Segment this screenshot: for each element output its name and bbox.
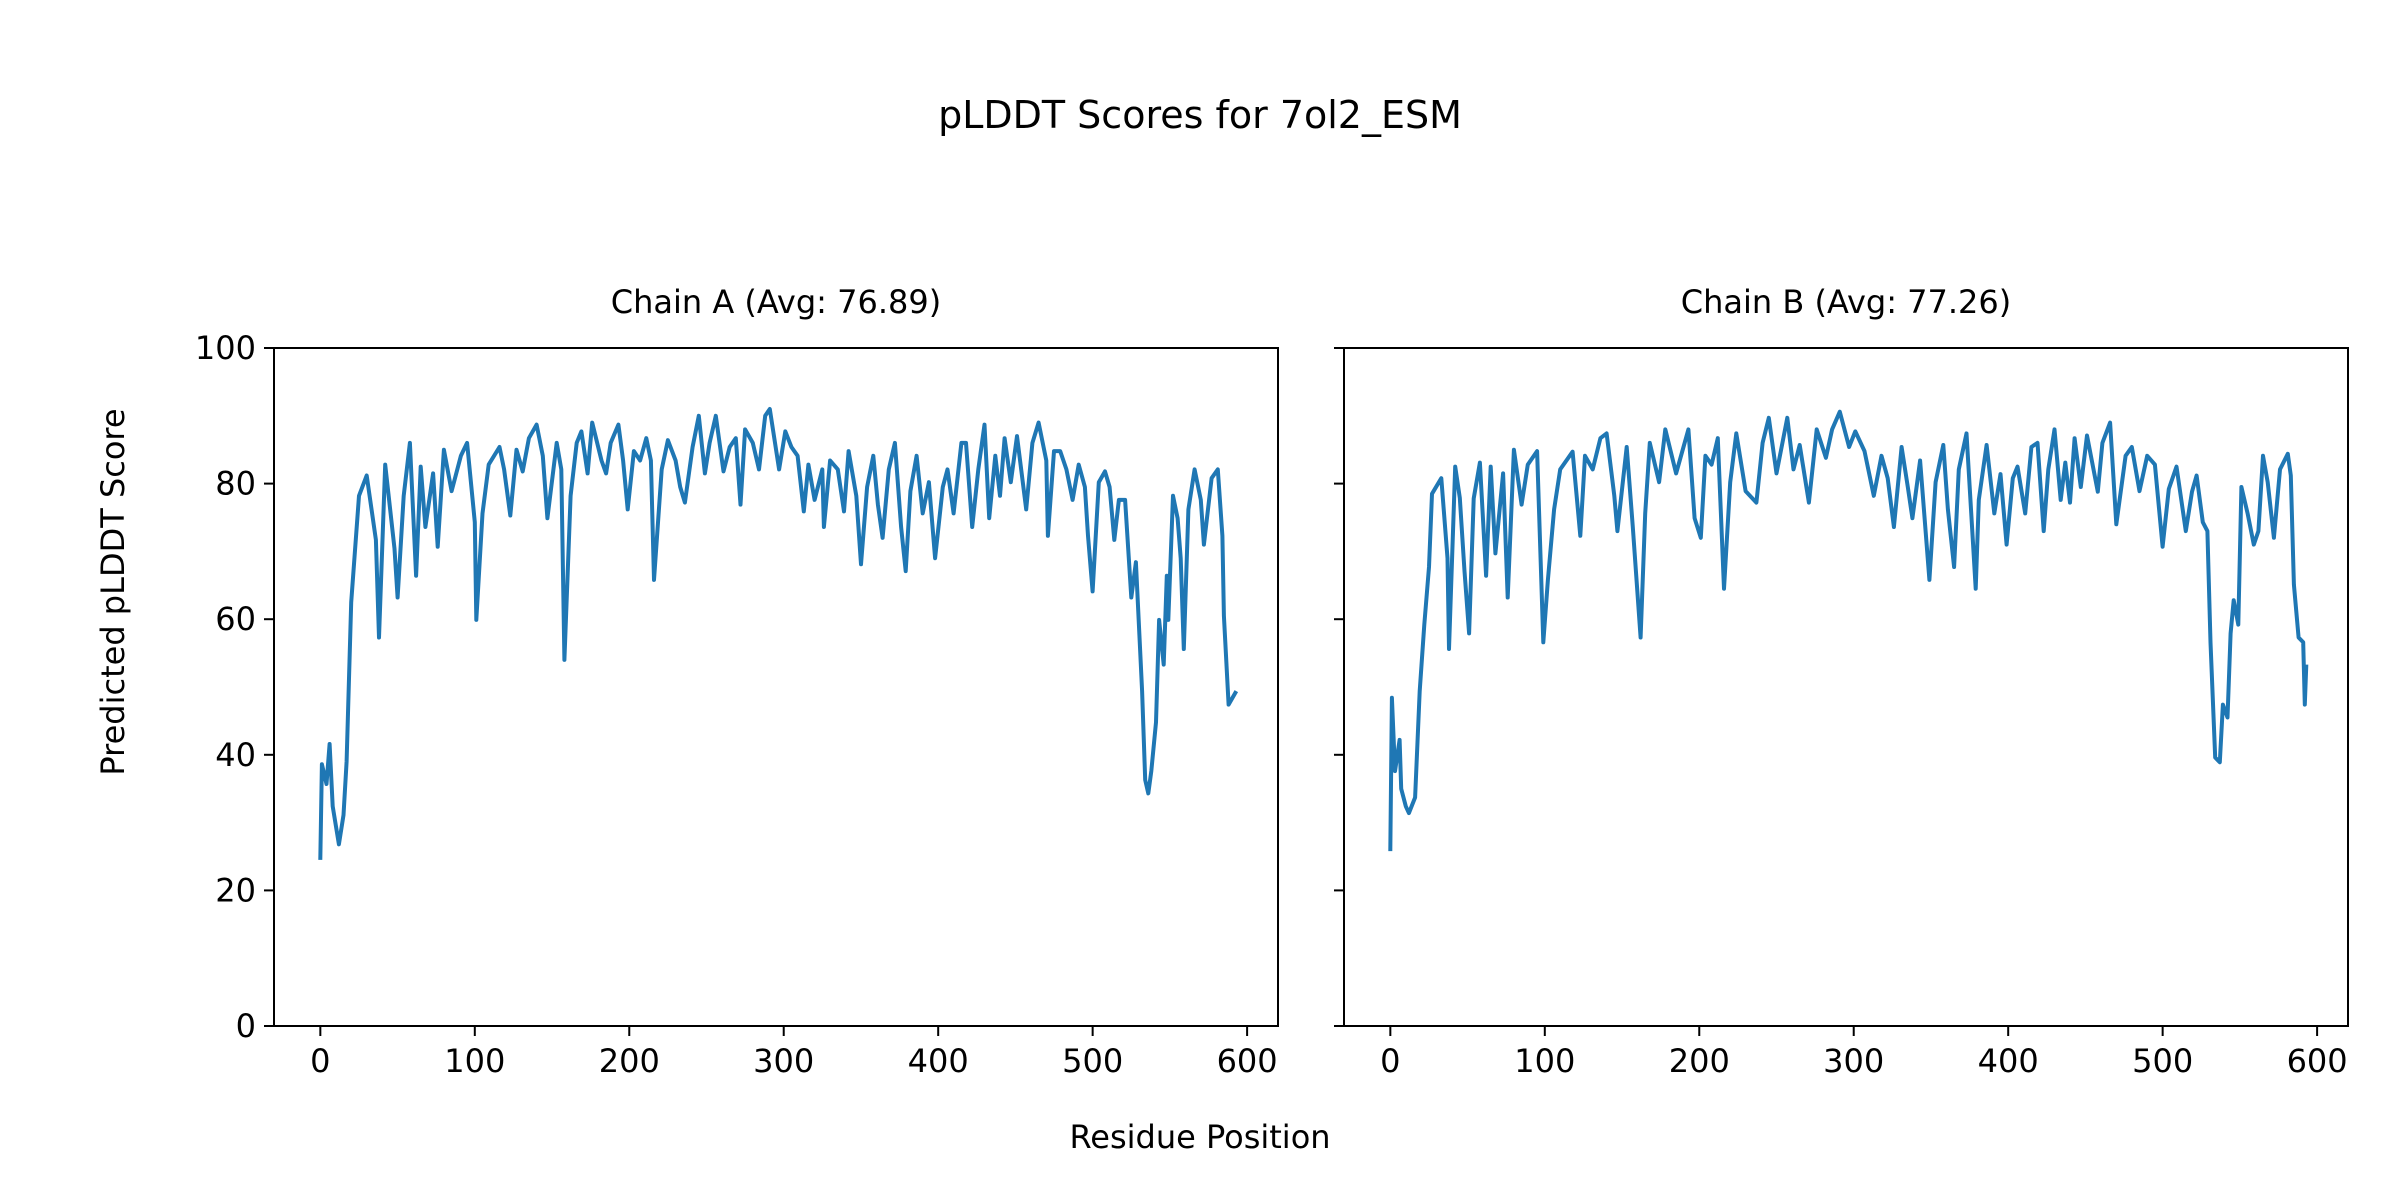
plddt-line-chain-b: [1388, 409, 2309, 852]
x-tick-label: 200: [1669, 1042, 1730, 1080]
x-tick-label: 500: [1062, 1042, 1123, 1080]
axes-frame: [1343, 347, 2349, 1027]
y-axis-label: Predicted pLDDT Score: [94, 408, 132, 775]
x-tick-label: 400: [1978, 1042, 2039, 1080]
chain-a-title: Chain A (Avg: 76.89): [611, 283, 941, 321]
x-axis-label: Residue Position: [1069, 1118, 1330, 1156]
y-tick-label: 100: [195, 329, 256, 367]
x-tick-label: 300: [1823, 1042, 1884, 1080]
y-tick-label: 80: [215, 465, 256, 503]
x-tick-label: 500: [2132, 1042, 2193, 1080]
y-tick-label: 0: [236, 1007, 256, 1045]
y-tick-label: 40: [215, 736, 256, 774]
chain-b-title: Chain B (Avg: 77.26): [1681, 283, 2012, 321]
y-tick-label: 60: [215, 600, 256, 638]
x-tick-label: 600: [1217, 1042, 1278, 1080]
x-tick-label: 100: [444, 1042, 505, 1080]
x-tick-label: 200: [599, 1042, 660, 1080]
chain-a-panel: Chain A (Avg: 76.89) 0 100 200 300 400 500 600…: [195, 283, 1279, 1080]
figure-title: pLDDT Scores for 7ol2_ESM: [938, 93, 1462, 137]
x-tick-label: 300: [753, 1042, 814, 1080]
plddt-line-chain-a: [318, 407, 1239, 860]
x-tick-label: 600: [2287, 1042, 2348, 1080]
y-tick-label: 20: [215, 871, 256, 909]
x-tick-label: 0: [310, 1042, 330, 1080]
x-tick-label: 0: [1380, 1042, 1400, 1080]
chain-b-panel: Chain B (Avg: 77.26) 0 100 200 300 400 500 600: [1334, 283, 2349, 1080]
x-tick-label: 100: [1514, 1042, 1575, 1080]
axes-frame: [273, 347, 1279, 1027]
x-tick-label: 400: [908, 1042, 969, 1080]
